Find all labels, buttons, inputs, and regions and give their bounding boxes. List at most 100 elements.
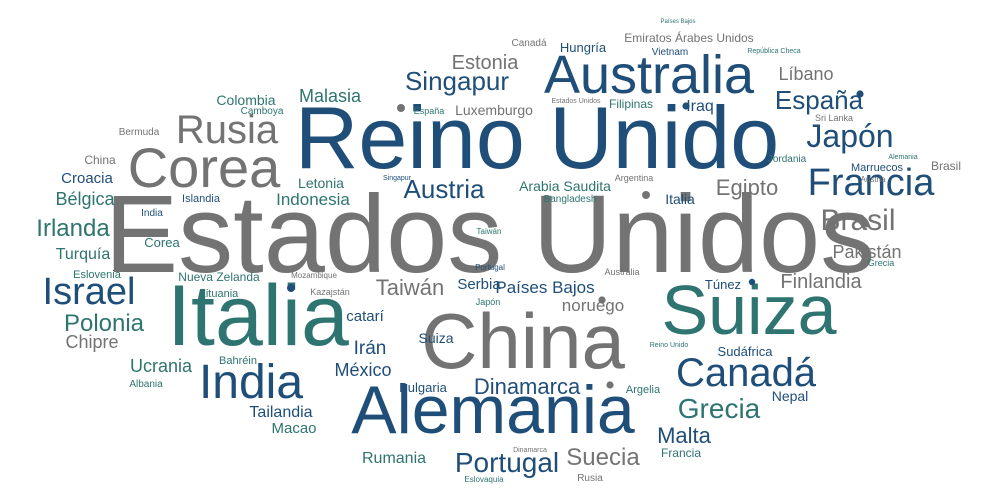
cloud-word: Polonia — [64, 310, 145, 337]
cloud-dot-icon — [856, 90, 864, 98]
cloud-word: Japón — [476, 297, 501, 307]
cloud-word: Italia — [167, 268, 349, 364]
cloud-word: Malta — [657, 423, 712, 448]
cloud-word: Eslovenia — [73, 269, 122, 281]
cloud-word: Irán — [354, 338, 387, 359]
cloud-word: Países Bajos — [495, 278, 594, 297]
cloud-word: Tailandia — [249, 404, 312, 421]
cloud-word: México — [334, 360, 391, 380]
cloud-word: Portugal — [475, 263, 505, 272]
cloud-word: Marruecos — [851, 162, 903, 174]
cloud-word: Corea — [144, 235, 180, 250]
cloud-word: Corea — [128, 136, 281, 199]
cloud-word: Letonia — [298, 175, 344, 191]
cloud-word: Suiza — [418, 330, 453, 346]
cloud-word: Países Bajos — [660, 19, 695, 25]
cloud-word: Filipinas — [609, 97, 653, 111]
cloud-word: Macao — [271, 420, 316, 437]
cloud-word: Ucrania — [130, 356, 193, 376]
cloud-word: China — [84, 153, 116, 167]
cloud-word: Singapur — [383, 175, 412, 182]
cloud-word: Singapur — [405, 66, 509, 96]
cloud-word: Colombia — [216, 92, 275, 108]
cloud-word: Islandia — [182, 193, 221, 205]
cloud-word: Eslovaquia — [464, 475, 504, 484]
cloud-dot-icon — [287, 284, 295, 292]
cloud-word: Camboya — [241, 106, 284, 117]
cloud-word: Emiratos Árabes Unidos — [624, 30, 753, 45]
cloud-word: Suecia — [566, 444, 640, 471]
cloud-word: Malasia — [299, 86, 362, 106]
cloud-word: Grecia — [678, 393, 761, 424]
cloud-word: Taiwán — [477, 227, 502, 236]
cloud-word: Dinamarca — [513, 447, 547, 454]
cloud-word: Jordania — [768, 154, 807, 165]
cloud-word: Rumania — [362, 450, 426, 467]
cloud-word: Austria — [861, 175, 886, 184]
cloud-word: Grecia — [868, 258, 895, 268]
cloud-word: India — [199, 356, 303, 409]
cloud-word: Estonia — [452, 52, 520, 74]
cloud-word: Brasil — [820, 204, 895, 237]
cloud-word: Sudáfrica — [718, 344, 774, 359]
cloud-dot-icon — [606, 381, 614, 389]
cloud-word: Austria — [404, 174, 485, 204]
cloud-word: Bélgica — [55, 189, 115, 209]
cloud-word: Bangladesh — [544, 194, 597, 205]
cloud-word: Argentina — [615, 173, 654, 183]
cloud-word: Croacia — [61, 170, 113, 187]
cloud-word: Hungría — [560, 40, 607, 55]
cloud-word: Estados Unidos — [105, 173, 875, 296]
cloud-word: Argelia — [626, 384, 661, 396]
cloud-word: Bulgaria — [399, 380, 447, 395]
cloud-word: Irlanda — [36, 215, 110, 242]
cloud-word: Bermuda — [119, 127, 160, 138]
cloud-word: Alemania — [351, 372, 635, 448]
cloud-word: Luxemburgo — [455, 102, 533, 118]
cloud-word: Arabia Saudita — [519, 178, 611, 194]
cloud-word: Mozambique — [291, 271, 337, 280]
cloud-word: Nueva Zelanda — [178, 270, 260, 284]
cloud-dot-icon — [748, 278, 756, 286]
cloud-word: Canadá — [676, 351, 817, 395]
cloud-word: Sri Lanka — [815, 113, 853, 123]
cloud-word: Estados Unidos — [551, 98, 601, 105]
cloud-dot-icon — [682, 102, 690, 110]
cloud-dot-icon — [642, 191, 650, 199]
cloud-word: Taiwán — [376, 275, 444, 300]
cloud-word: Italia — [665, 191, 695, 207]
cloud-word: Albania — [129, 379, 163, 390]
cloud-word: Francia — [661, 446, 701, 460]
cloud-word: Rusia — [176, 108, 279, 152]
cloud-word: Reino Unido — [650, 342, 689, 349]
cloud-word: Suiza — [661, 271, 836, 349]
cloud-word: Rusia — [577, 473, 603, 484]
cloud-word: Nepal — [772, 388, 809, 404]
cloud-word: China — [421, 297, 625, 385]
cloud-word: Pakistán — [832, 242, 901, 262]
cloud-word: Francia — [808, 162, 936, 204]
cloud-word: Brasil — [931, 159, 961, 173]
cloud-dot-icon — [598, 296, 606, 304]
cloud-word: Israel — [43, 271, 136, 313]
cloud-word: Canadá — [511, 38, 546, 49]
cloud-word: Serbia — [457, 276, 501, 293]
cloud-word: Australia — [544, 45, 755, 105]
cloud-word: Turquía — [56, 246, 111, 263]
cloud-word: Dinamarca — [474, 374, 581, 399]
cloud-word: Túnez — [705, 277, 741, 292]
cloud-word: Portugal — [455, 447, 559, 478]
cloud-word: Finlandia — [780, 271, 862, 293]
cloud-word: España — [414, 106, 445, 116]
cloud-word: España — [775, 85, 864, 115]
cloud-word: Lituania — [200, 288, 239, 300]
cloud-word: Reino Unido — [295, 88, 779, 187]
cloud-dot-icon — [397, 104, 405, 112]
cloud-word: Indonesia — [276, 190, 350, 209]
cloud-word: Australia — [604, 267, 639, 277]
cloud-word: República Checa — [747, 48, 800, 55]
cloud-word: Kazajstán — [310, 287, 350, 297]
cloud-word: Egipto — [716, 175, 778, 200]
cloud-word: Alemania — [888, 154, 917, 161]
